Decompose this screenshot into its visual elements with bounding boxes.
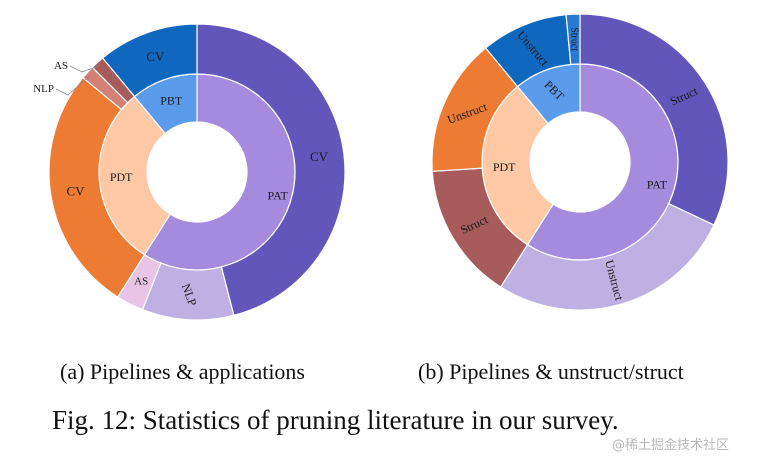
outer-ring-a-slice-pat-cv [196, 23, 346, 317]
inner-ring-a-label-pdt: PDT [110, 170, 133, 184]
outer-ring-a-slice-pbt-cv [101, 23, 198, 98]
outer-ring-b-label-pbt-struct: Struct [569, 27, 580, 51]
outer-ring-a-label-pdt-cv: CV [66, 184, 85, 199]
subcaption-b: (b) Pipelines & unstruct/struct [418, 359, 684, 384]
outer-ring-a-label-pat-cv: CV [310, 149, 329, 164]
watermark: @稀土掘金技术社区 [612, 438, 730, 453]
outer-ring-a-label-pbt-cv: CV [146, 49, 165, 64]
outer-ring-a-callout-as-leader-line [69, 65, 101, 73]
outer-ring-b-slice-pat-struct [579, 13, 729, 226]
figure-caption: Fig. 12: Statistics of pruning literatur… [52, 405, 619, 435]
outer-ring-b-slice-pbt-struct [565, 13, 581, 66]
outer-ring-a-label-pat-as: AS [134, 276, 148, 288]
subcaption-a: (a) Pipelines & applications [60, 359, 305, 384]
inner-ring-a-label-pbt: PBT [160, 93, 183, 107]
outer-ring-a-callout-nlp: NLP [33, 83, 54, 95]
inner-ring-a-label-pat: PAT [268, 188, 289, 202]
outer-ring-a-callout-nlp-leader-line [55, 74, 91, 96]
outer-ring-a-callout-as: AS [54, 60, 68, 72]
inner-ring-b-label-pdt: PDT [493, 160, 516, 174]
inner-ring-b-label-pat: PAT [647, 177, 668, 191]
